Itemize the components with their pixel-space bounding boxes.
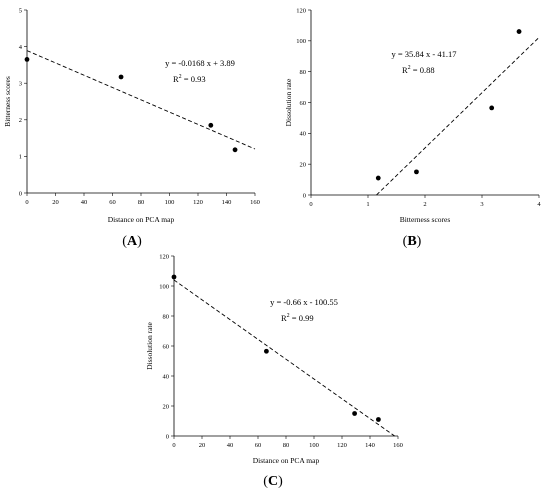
x-tick-label: 1 [366, 201, 369, 208]
x-axis-label: Bitterness scores [400, 215, 451, 224]
panel-label: (B) [403, 234, 422, 249]
x-axis-label: Distance on PCA map [108, 215, 175, 224]
data-point [414, 169, 419, 175]
data-point [232, 147, 238, 153]
y-tick-label: 40 [163, 373, 170, 380]
x-tick-label: 0 [25, 199, 28, 206]
x-tick-label: 60 [255, 442, 262, 449]
x-tick-label: 0 [309, 201, 312, 208]
panel-a: 0 20 40 60 80 100 120 140 160 0 1 2 3 4 5 Distance on P… [3, 7, 260, 249]
data-point [208, 122, 214, 128]
panel-label: (A) [122, 234, 142, 249]
y-tick-label: 100 [159, 283, 169, 290]
data-point [171, 274, 177, 280]
x-tick-label: 120 [337, 442, 347, 449]
y-tick-label: 20 [300, 161, 307, 168]
y-axis-label: Dissolution rate [284, 78, 293, 126]
panel-label: (C) [263, 474, 283, 489]
regression-equation: y = -0.66 x - 100.55 [270, 297, 338, 307]
y-tick-label: 3 [19, 81, 22, 88]
y-tick-label: 120 [159, 253, 169, 260]
x-tick-label: 120 [193, 199, 203, 206]
x-tick-label: 3 [480, 201, 483, 208]
regression-line [376, 37, 540, 196]
y-tick-label: 2 [19, 117, 22, 124]
y-tick-label: 4 [19, 44, 23, 51]
data-point [376, 417, 381, 422]
data-point [264, 348, 269, 354]
data-point [375, 175, 381, 181]
y-tick-label: 0 [166, 433, 169, 440]
x-tick-label: 160 [250, 199, 260, 206]
x-tick-label: 100 [165, 199, 175, 206]
y-tick-label: 120 [296, 7, 306, 14]
x-tick-label: 20 [199, 442, 206, 449]
x-tick-label: 80 [283, 442, 290, 449]
r-squared-label: R2 = 0.99 [281, 313, 314, 323]
x-tick-label: 140 [365, 442, 375, 449]
r-squared-label: R2 = 0.93 [173, 74, 206, 84]
x-tick-label: 40 [227, 442, 234, 449]
y-tick-label: 80 [163, 313, 170, 320]
regression-equation: y = 35.84 x - 41.17 [392, 49, 457, 59]
y-tick-label: 0 [303, 192, 306, 199]
x-tick-label: 80 [138, 199, 145, 206]
x-tick-label: 140 [222, 199, 232, 206]
data-point [118, 74, 124, 80]
data-point [24, 57, 30, 62]
r-squared-label: R2 = 0.88 [402, 65, 435, 75]
data-point [489, 105, 495, 111]
x-tick-label: 20 [52, 199, 59, 206]
x-tick-label: 60 [109, 199, 116, 206]
y-axis-label: Bitterness scores [3, 76, 12, 127]
y-tick-label: 20 [163, 403, 170, 410]
y-tick-label: 60 [163, 343, 170, 350]
x-tick-label: 0 [172, 442, 175, 449]
y-tick-label: 60 [300, 100, 307, 107]
y-axis-label: Dissolution rate [145, 321, 154, 369]
x-tick-label: 2 [423, 201, 426, 208]
x-tick-label: 160 [393, 442, 403, 449]
y-tick-label: 100 [296, 38, 306, 45]
y-tick-label: 1 [19, 154, 22, 161]
data-point [516, 29, 522, 34]
x-tick-label: 4 [537, 201, 541, 208]
y-tick-label: 0 [19, 190, 22, 197]
regression-line [26, 50, 256, 150]
regression-equation: y = -0.0168 x + 3.89 [165, 58, 235, 68]
y-tick-label: 5 [19, 7, 22, 14]
x-tick-label: 40 [81, 199, 88, 206]
panel-c: 0 20 40 60 80 100 120 140 160 0 20 40 60 80 100 120 Dist… [145, 253, 403, 489]
y-tick-label: 80 [300, 69, 307, 76]
data-point [352, 411, 357, 416]
y-tick-label: 40 [300, 131, 307, 138]
x-tick-label: 100 [309, 442, 319, 449]
x-axis-label: Distance on PCA map [253, 456, 320, 465]
